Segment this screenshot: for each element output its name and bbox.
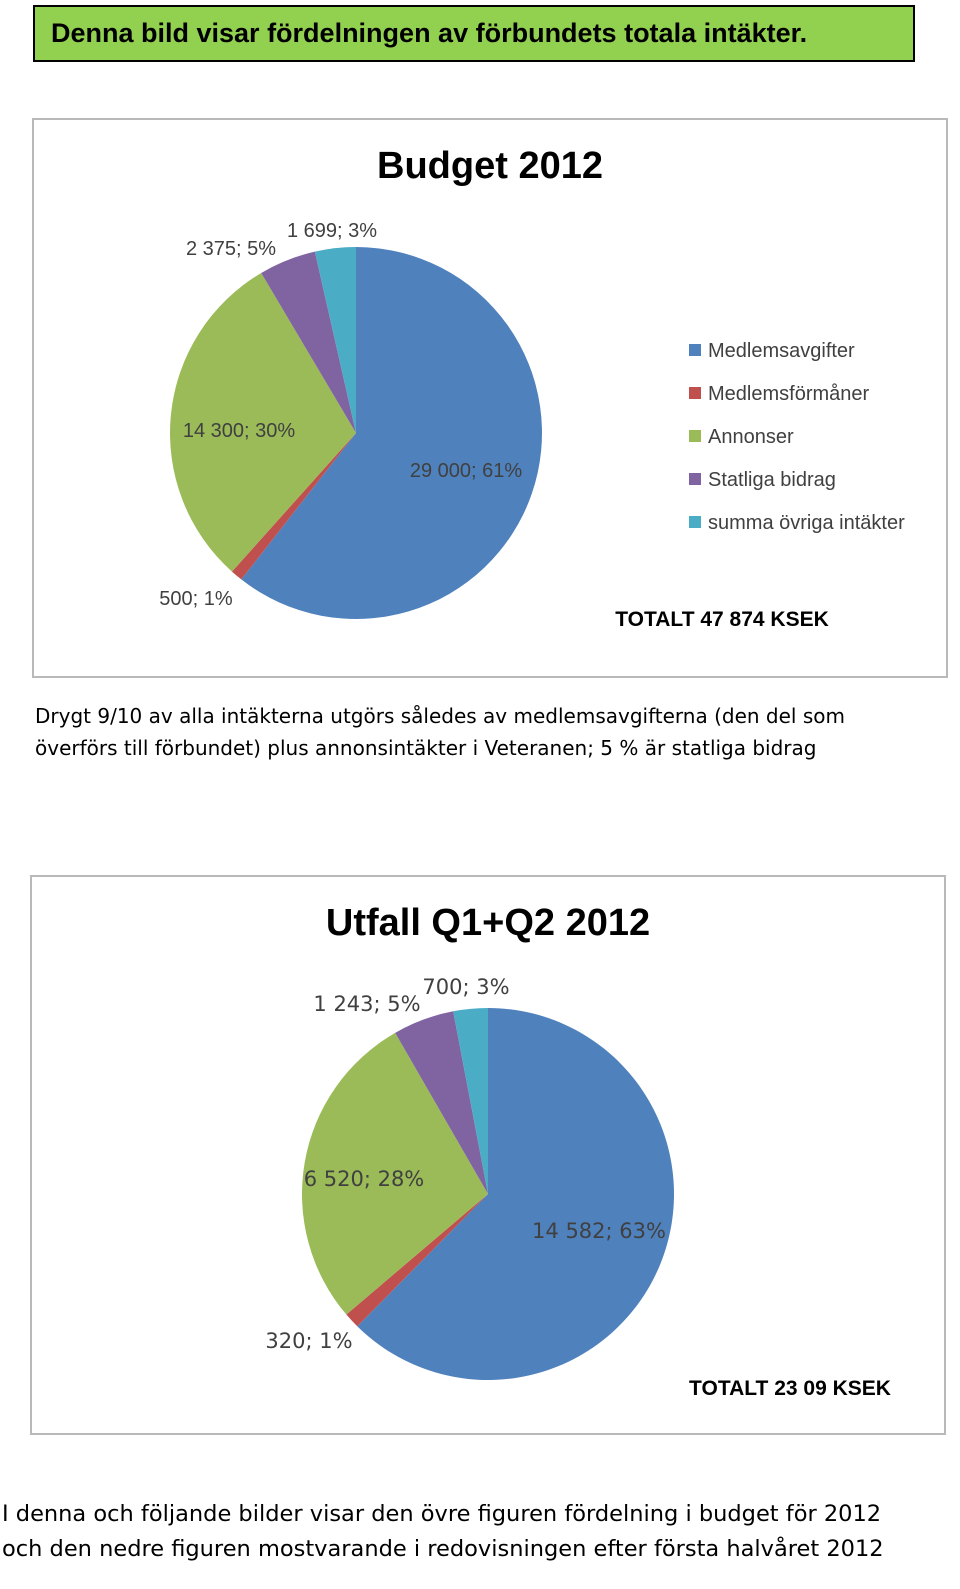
data-labels: 29 000; 61% 500; 1% 14 300; 30% 2 375; 5% 1 … — [159, 220, 522, 610]
legend-label-medlemsavgifter: Medlemsavgifter — [708, 340, 855, 362]
footer-line-1: I denna och följande bilder visar den öv… — [2, 1501, 882, 1527]
data-label-medlemsformaner: 320; 1% — [265, 1329, 352, 1353]
pie-slice-summa-ovriga-intakter — [314, 247, 356, 433]
pie-slice-summa-ovriga-intakter — [453, 1008, 488, 1194]
legend-swatch-summa-ovriga-intakter — [689, 516, 701, 528]
pie-slice-medlemsavgifter — [357, 1008, 674, 1380]
legend-label-summa-ovriga-intakter: summa övriga intäkter — [708, 512, 905, 534]
legend-swatch-medlemsavgifter — [689, 344, 701, 356]
legend-label-statliga-bidrag: Statliga bidrag — [708, 469, 836, 491]
banner: Denna bild visar fördelningen av förbund… — [33, 5, 915, 62]
legend-swatch-annonser — [689, 430, 701, 442]
legend-label-medlemsformaner: Medlemsförmåner — [708, 383, 870, 405]
pie-slices — [301, 1008, 674, 1380]
pie-slice-statliga-bidrag — [395, 1011, 488, 1194]
legend-label-annonser: Annonser — [708, 426, 794, 448]
footer-text: I denna och följande bilder visar den öv… — [2, 1497, 958, 1567]
outcome-chart-svg: Utfall Q1+Q2 2012 14 582; 63% 320; 1% 6 52… — [265, 902, 891, 1400]
data-label-medlemsavgifter: 14 582; 63% — [532, 1219, 666, 1243]
pie-slice-annonser — [301, 1032, 488, 1315]
total-annotation: TOTALT 47 874 KSEK — [615, 608, 829, 631]
chart-title: Utfall Q1+Q2 2012 — [326, 902, 650, 944]
budget-chart-svg: Budget 2012 29 000; 61% 500; 1% 14 300; 30… — [159, 145, 905, 631]
description-paragraph: Drygt 9/10 av alla intäkterna utgörs sål… — [35, 704, 845, 760]
total-annotation: TOTALT 23 09 KSEK — [689, 1377, 891, 1400]
pie-slice-medlemsavgifter — [241, 247, 542, 619]
data-labels: 14 582; 63% 320; 1% 6 520; 28% 1 243; 5%700… — [265, 975, 666, 1353]
pie-slice-medlemsformaner — [231, 433, 356, 580]
data-label-medlemsavgifter: 29 000; 61% — [410, 460, 523, 482]
banner-text: Denna bild visar fördelningen av förbund… — [51, 18, 808, 48]
data-label-medlemsformaner: 500; 1% — [159, 588, 233, 610]
data-label-summa-ovriga-intakter: 1 699; 3% — [287, 220, 377, 242]
data-label-annonser: 14 300; 30% — [183, 420, 296, 442]
pie-slice-annonser — [170, 272, 356, 572]
pie-slice-medlemsformaner — [346, 1194, 488, 1327]
data-label-statliga-bidrag: 2 375; 5% — [186, 238, 276, 260]
outcome-chart: Utfall Q1+Q2 2012 14 582; 63% 320; 1% 6 52… — [30, 875, 946, 1435]
pie-slices — [170, 247, 542, 619]
legend-swatch-statliga-bidrag — [689, 473, 701, 485]
chart-title: Budget 2012 — [377, 145, 603, 187]
data-label-summa-ovriga-intakter: 700; 3% — [422, 975, 509, 999]
legend: Medlemsavgifter Medlemsförmåner Annonser St… — [689, 340, 905, 534]
budget-chart: Budget 2012 29 000; 61% 500; 1% 14 300; 30… — [32, 118, 948, 678]
pie-slice-statliga-bidrag — [261, 251, 356, 433]
legend-swatch-medlemsformaner — [689, 387, 701, 399]
data-label-statliga-bidrag: 1 243; 5% — [313, 992, 420, 1016]
data-label-annonser: 6 520; 28% — [304, 1167, 425, 1191]
footer-line-2: och den nedre figuren mostvarande i redo… — [2, 1536, 884, 1562]
